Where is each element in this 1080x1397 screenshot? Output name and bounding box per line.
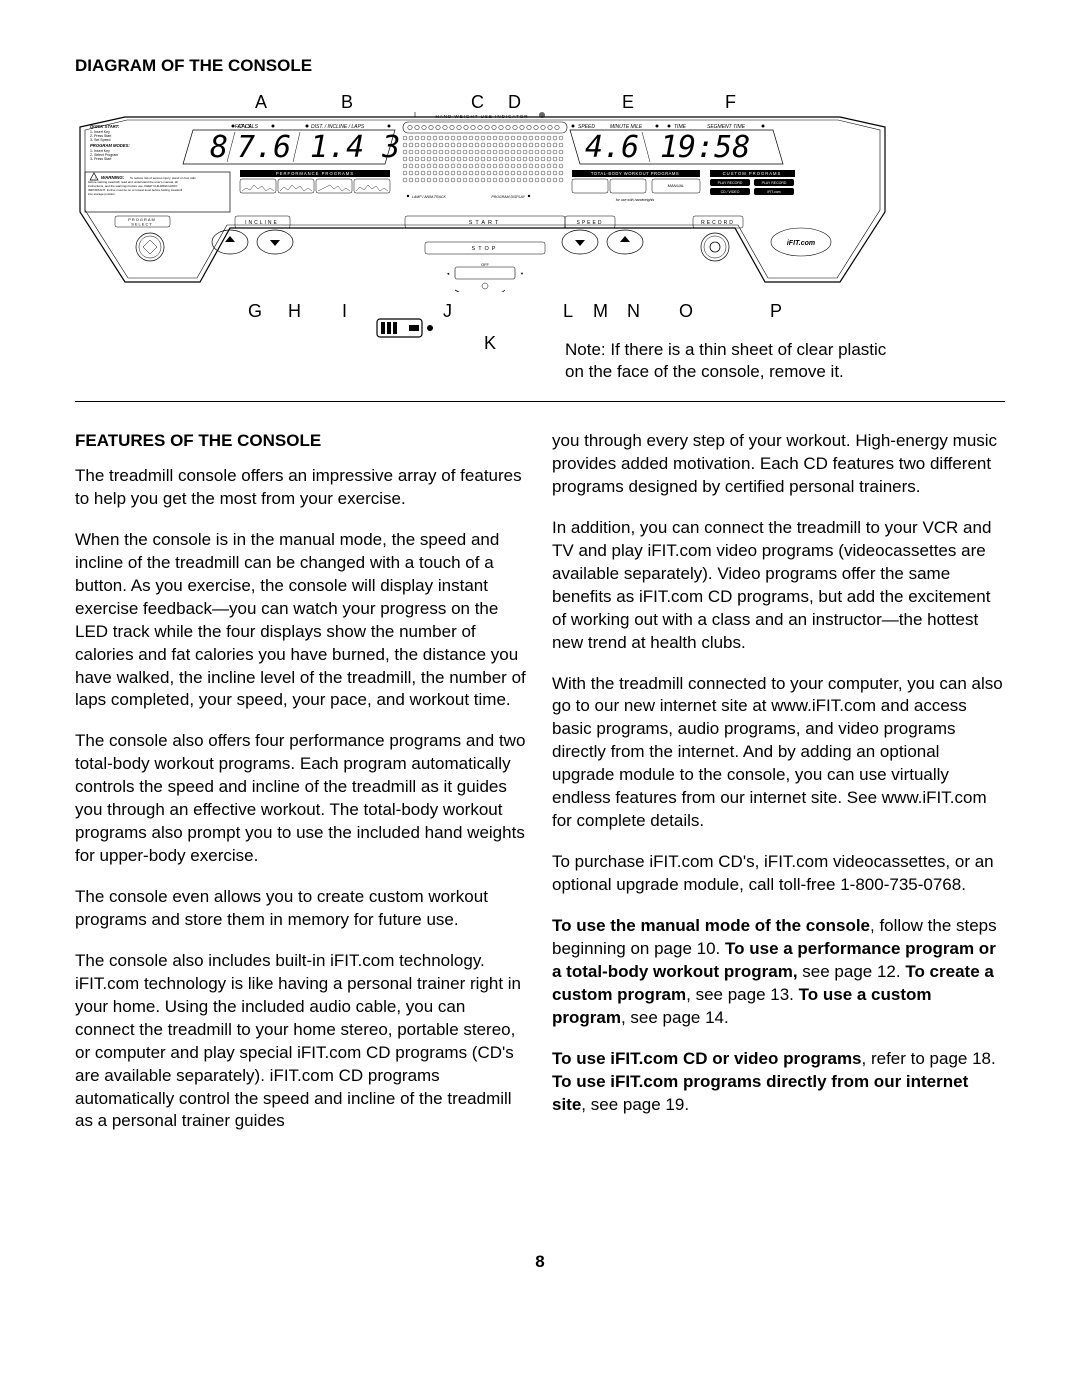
- svg-text:START: START: [469, 220, 502, 226]
- label-g: G: [248, 299, 262, 323]
- diagram-container: A B C D E F HAND WEIGHT USE INDICATOR CA…: [75, 90, 1005, 383]
- svg-text:SPEED: SPEED: [577, 220, 604, 226]
- label-n: N: [627, 299, 640, 323]
- svg-text:PERFORMANCE PROGRAMS: PERFORMANCE PROGRAMS: [276, 171, 354, 176]
- para: With the treadmill connected to your com…: [552, 673, 1005, 834]
- svg-text:PLAY RECORD: PLAY RECORD: [762, 181, 787, 185]
- svg-text:PROGRAM MODES:: PROGRAM MODES:: [90, 143, 130, 148]
- svg-text:STOP: STOP: [472, 246, 499, 252]
- para: The console also includes built-in iFIT.…: [75, 950, 528, 1134]
- svg-text:PLAY RECORD: PLAY RECORD: [718, 181, 743, 185]
- para: The console even allows you to create cu…: [75, 886, 528, 932]
- page-number: 8: [75, 1251, 1005, 1274]
- svg-text:into storage position.: into storage position.: [88, 192, 116, 196]
- label-b: B: [341, 90, 353, 114]
- para: In addition, you can connect the treadmi…: [552, 517, 1005, 655]
- para: To use the manual mode of the console, f…: [552, 915, 1005, 1030]
- display-speed: 4.6: [585, 130, 639, 165]
- label-d: D: [508, 90, 521, 114]
- bottom-callout-labels: G H I J L M N O P: [75, 299, 1005, 329]
- svg-text:OFF: OFF: [481, 262, 490, 267]
- svg-text:CD / VIDEO: CD / VIDEO: [721, 190, 740, 194]
- svg-text:▼: ▼: [520, 271, 524, 276]
- display-fatcals: 7.6: [237, 130, 291, 165]
- svg-text:QUICK START:: QUICK START:: [90, 124, 120, 129]
- display-dist: 1.4 3: [310, 130, 400, 165]
- label-l: L: [563, 299, 573, 323]
- para: The console also offers four performance…: [75, 730, 528, 868]
- display-time: 19:58: [660, 130, 750, 165]
- svg-text:iFIT.com: iFIT.com: [787, 240, 815, 247]
- para: To use iFIT.com CD or video programs, re…: [552, 1048, 1005, 1117]
- hand-weight-text: HAND WEIGHT USE INDICATOR: [435, 114, 528, 119]
- svg-text:3- Set Speed: 3- Set Speed: [90, 138, 110, 142]
- svg-text:CUSTOM PROGRAMS: CUSTOM PROGRAMS: [723, 171, 782, 176]
- svg-text:LAMP / ANIM.TRACK: LAMP / ANIM.TRACK: [412, 195, 446, 199]
- key-icon: [375, 317, 445, 347]
- features-heading: FEATURES OF THE CONSOLE: [75, 430, 528, 453]
- svg-text:◄: ◄: [446, 271, 450, 276]
- label-i: I: [342, 299, 347, 323]
- svg-text:RECORD: RECORD: [701, 220, 735, 226]
- svg-text:MANUAL: MANUAL: [668, 183, 685, 188]
- section-heading-diagram: DIAGRAM OF THE CONSOLE: [75, 55, 1005, 78]
- right-column: you through every step of your workout. …: [552, 430, 1005, 1151]
- svg-text:PROGRAM DISPLAY: PROGRAM DISPLAY: [491, 195, 525, 199]
- console-diagram: HAND WEIGHT USE INDICATOR CALS FAT CALS …: [75, 112, 890, 299]
- svg-text:iFIT.com: iFIT.com: [767, 190, 780, 194]
- svg-text:SELECT: SELECT: [131, 221, 153, 226]
- divider: [75, 401, 1005, 402]
- label-k: K: [484, 331, 496, 355]
- label-o: O: [679, 299, 693, 323]
- svg-text:TOTAL-BODY WORKOUT PROGRAMS: TOTAL-BODY WORKOUT PROGRAMS: [591, 171, 679, 176]
- label-m: M: [593, 299, 608, 323]
- para: The treadmill console offers an impressi…: [75, 465, 528, 511]
- label-e: E: [622, 90, 634, 114]
- label-f: F: [725, 90, 736, 114]
- label-c: C: [471, 90, 484, 114]
- para: When the console is in the manual mode, …: [75, 529, 528, 713]
- body-columns: FEATURES OF THE CONSOLE The treadmill co…: [75, 430, 1005, 1151]
- para: you through every step of your workout. …: [552, 430, 1005, 499]
- display-cals: 8: [210, 130, 228, 165]
- left-column: FEATURES OF THE CONSOLE The treadmill co…: [75, 430, 528, 1151]
- top-callout-labels: A B C D E F: [75, 90, 1005, 112]
- label-a: A: [255, 90, 267, 114]
- label-h: H: [288, 299, 301, 323]
- label-p: P: [770, 299, 782, 323]
- svg-text:3- Press Start: 3- Press Start: [90, 157, 111, 161]
- svg-text:for use with handweights: for use with handweights: [616, 198, 655, 202]
- para: To purchase iFIT.com CD's, iFIT.com vide…: [552, 851, 1005, 897]
- svg-text:INCLINE: INCLINE: [245, 220, 279, 226]
